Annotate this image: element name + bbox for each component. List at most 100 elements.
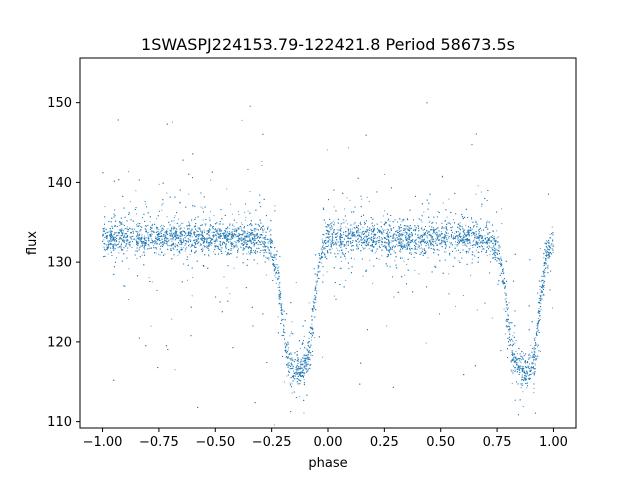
data-point [135, 190, 137, 192]
data-point [400, 234, 402, 236]
data-point [312, 300, 314, 302]
data-point [259, 220, 261, 222]
data-point [204, 223, 206, 225]
data-point [180, 240, 182, 242]
data-point [316, 284, 318, 286]
data-point [377, 236, 379, 238]
data-point [550, 248, 552, 250]
data-point [352, 245, 354, 247]
data-point [109, 244, 111, 246]
data-point [407, 242, 409, 244]
data-point [180, 239, 182, 241]
data-point [143, 247, 145, 249]
data-point [149, 221, 151, 223]
data-point [414, 269, 416, 271]
data-point [245, 233, 247, 235]
data-point [306, 358, 308, 360]
data-point [399, 240, 401, 242]
data-point [304, 367, 306, 369]
data-point [345, 279, 347, 281]
data-point [475, 245, 477, 247]
data-point [313, 305, 315, 307]
data-point [205, 224, 207, 226]
data-point [540, 280, 542, 282]
data-point [477, 251, 479, 253]
data-point [329, 227, 331, 229]
data-point [493, 250, 495, 252]
data-point [362, 231, 364, 233]
data-point [113, 233, 115, 235]
data-point [198, 235, 200, 237]
data-point [218, 223, 220, 225]
data-point [369, 241, 371, 243]
data-point [357, 241, 359, 243]
data-point [318, 261, 320, 263]
data-point [118, 252, 120, 254]
data-point [482, 248, 484, 250]
data-point [394, 260, 396, 262]
data-point [353, 223, 355, 225]
data-point [472, 244, 474, 246]
data-point [245, 243, 247, 245]
data-point [551, 226, 553, 228]
data-point [130, 237, 132, 239]
data-point [540, 309, 542, 311]
data-point [185, 240, 187, 242]
data-point [345, 226, 347, 228]
data-point [211, 231, 213, 233]
data-point [222, 238, 224, 239]
data-point [242, 247, 244, 249]
data-point [299, 366, 301, 368]
data-point [163, 225, 165, 227]
data-point [141, 236, 143, 238]
data-point [150, 325, 152, 327]
data-point [546, 266, 548, 268]
data-point [536, 334, 538, 336]
data-point [348, 147, 350, 149]
data-point [543, 285, 545, 287]
data-point [291, 392, 293, 394]
data-point [238, 228, 240, 230]
data-point [274, 273, 276, 275]
data-point [121, 222, 123, 224]
data-point [242, 247, 244, 249]
data-point [342, 222, 344, 224]
data-point [392, 246, 394, 248]
data-point [350, 242, 352, 244]
data-point [104, 236, 106, 238]
data-point [392, 235, 394, 237]
data-point [185, 225, 187, 227]
data-point [279, 295, 281, 297]
data-point [435, 239, 437, 241]
data-point [533, 392, 535, 394]
data-point [486, 255, 488, 257]
data-point [535, 337, 537, 339]
data-point [398, 234, 400, 236]
data-point [310, 336, 312, 338]
data-point [138, 224, 140, 226]
data-point [320, 248, 322, 250]
data-point [524, 371, 526, 373]
data-point [359, 241, 361, 243]
data-point [440, 231, 442, 233]
data-point [505, 301, 507, 303]
data-point [390, 240, 392, 242]
data-point [302, 369, 304, 371]
data-point [238, 233, 240, 235]
data-point [304, 360, 306, 362]
data-point [457, 236, 459, 238]
data-point [519, 360, 521, 362]
data-point [342, 233, 344, 235]
data-point [491, 317, 493, 319]
data-point [321, 252, 323, 254]
data-point [334, 222, 336, 224]
data-point [530, 344, 532, 346]
data-point [291, 321, 293, 323]
data-point [372, 282, 374, 284]
data-point [166, 241, 168, 243]
data-point [515, 369, 517, 371]
data-point [136, 223, 138, 225]
data-point [448, 236, 450, 238]
data-point [217, 233, 219, 235]
